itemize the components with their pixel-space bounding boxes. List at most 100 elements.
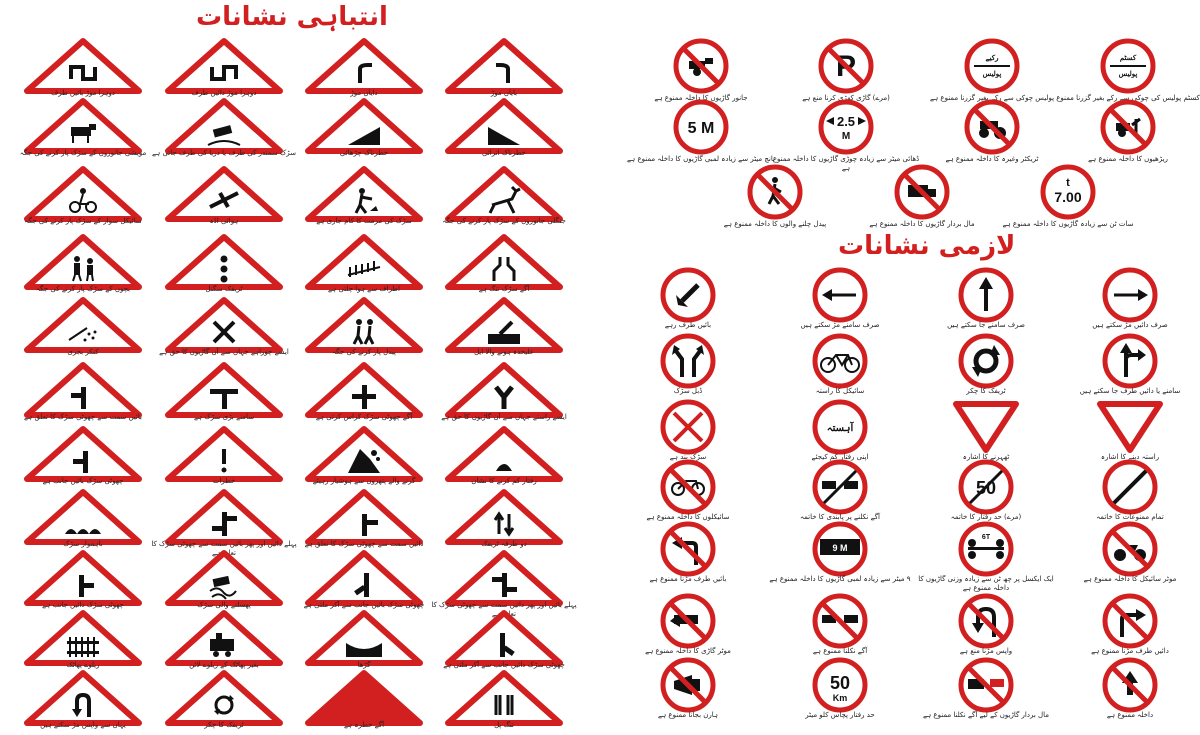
sign-caption: تنگ پل [494, 721, 514, 729]
warning-sign: کنکر بجری [23, 296, 143, 362]
warning-sign: دائیں سمت سے چھوٹی سڑک کا تعلق ہے [304, 488, 424, 554]
mandatory-sign: موٹر گاڑی کا داخلہ ممنوع ہے [628, 592, 748, 658]
warning-sign: دوہرا موڑ دائیں طرف [164, 37, 284, 103]
sign-caption: ہارن بجانا ممنوع ہے [657, 711, 719, 719]
sign-caption: علیحدہ ہونے والا ایل [474, 348, 534, 356]
sign-caption: ایسے راستے جہاں سے آن گاڑیوں کا حق ہے [441, 413, 567, 421]
warning-sign: بغیر پھاٹک کے ریلوے لائن [164, 609, 284, 675]
warning-sign: ہوائی اڈہ [164, 165, 284, 231]
sign-caption: سڑک کی مرمت کا کام جاری ہے [316, 217, 412, 225]
warning-sign: سڑک سمندر کی طرف یا دریا کی طرف جاتی ہے [152, 97, 296, 163]
mandatory-sign: ٹھہرنے کا اشارہ [926, 398, 1046, 464]
warning-sign: چھوٹی سڑک بائیں جانب ہے [23, 425, 143, 491]
sign-caption: آگے نکلنے پر پابندی کا خاتمہ [800, 513, 880, 521]
sign-caption: (مرے) حد رفتار کا خاتمہ [950, 513, 1022, 521]
warning-sign: چھوٹی سڑک بائیں جانب سے آکر ملتی ہے [304, 549, 424, 615]
sign-caption: بائیں سمت سے چھوٹی سڑک کا تعلق ہے [24, 413, 142, 421]
sign-caption: چھوٹی سڑک دائیں جانب سے آکر ملتی ہے [443, 661, 565, 669]
sign-text: 5 M [688, 120, 715, 137]
sign-caption: آگے سڑک تنگ ہے [478, 285, 530, 293]
mandatory-sign: داخلہ ممنوع ہے [1070, 656, 1190, 722]
prohibitory-sign: t 7.00 سات ٹن سے زیادہ گاڑیوں کا داخلہ مم… [1002, 163, 1134, 229]
sign-caption: یہاں سے واپس مڑ سکتے ہیں [40, 721, 126, 729]
sign-caption: پھسلنے والی سڑک [197, 601, 251, 609]
sign-bottom-text: پولیس [1119, 70, 1138, 79]
warning-sign: سائیکل سوار کے سڑک پار کرنے کی جگہ [23, 165, 143, 231]
warning-sign: خطرات [164, 425, 284, 491]
warning-sign: ٹریفک کا چکر [164, 669, 284, 735]
sign-text: 2.5 [837, 114, 855, 129]
warning-signs-title: انتباہی نشانات [196, 2, 388, 32]
mandatory-sign: ٹریفک کا چکر [926, 332, 1046, 398]
prohibitory-sign: جانور گاڑیوں کا داخلہ ممنوع ہے [641, 37, 761, 103]
prohibitory-sign: P (مرے) گاڑی کھڑی کرنا منع ہے [786, 37, 906, 103]
sign-caption: پانچ میٹر سے زیادہ لمبی گاڑیوں کا داخلہ … [627, 155, 775, 163]
warning-sign: ٹریفک سگنل [164, 233, 284, 299]
warning-sign: دوہرا موڑ بائیں طرف [23, 37, 143, 103]
sign-caption: دائیں طرف مڑنا ممنوع ہے [1091, 647, 1169, 655]
sign-caption: رفتار کم کرنے کا نشان [471, 477, 537, 485]
sign-caption: ہوائی اڈہ [209, 217, 239, 225]
sign-caption: چھوٹی سڑک دائیں جانب ہے [42, 601, 124, 609]
sign-caption: صرف سامنے مڑ سکتے ہیں [800, 321, 880, 329]
warning-sign: یہاں سے واپس مڑ سکتے ہیں [23, 669, 143, 735]
mandatory-sign: مال بردار گاڑیوں کے لیے آگے نکلنا ممنوع … [923, 656, 1049, 722]
mandatory-sign: دائیں طرف مڑنا ممنوع ہے [1070, 592, 1190, 658]
sign-caption: داخلہ ممنوع ہے [1106, 711, 1154, 719]
warning-sign: ایسے راستے جہاں سے آن گاڑیوں کا حق ہے [441, 361, 567, 427]
sign-caption: واپس مڑنا منع ہے [959, 647, 1013, 655]
sign-caption: مویشی جانوروں کے سڑک پار کرنے کی جگہ [19, 149, 147, 157]
mandatory-sign: صرف دائیں مڑ سکتے ہیں [1070, 266, 1190, 332]
mandatory-signs-title: لازمی نشانات [838, 231, 1016, 261]
mandatory-sign: موٹر سائیکل کا داخلہ ممنوع ہے [1070, 520, 1190, 586]
sign-caption: بغیر پھاٹک کے ریلوے لائن [189, 661, 259, 669]
sign-caption: سامنے یا دائیں طرف جا سکتے ہیں [1079, 387, 1181, 395]
warning-sign: رفتار کم کرنے کا نشان [444, 425, 564, 491]
sign-caption: تمام ممنوعات کا خاتمہ [1096, 513, 1164, 521]
sign-subtext: M [842, 131, 850, 142]
sign-caption: دو طرفہ ٹریفک [481, 540, 527, 548]
mandatory-sign: ڈبل سڑک [628, 332, 748, 398]
sign-caption: گرنے والے پتھروں سے ہوشیار رہیئے [312, 477, 416, 485]
sign-caption: ٹریکٹر وغیرہ کا داخلہ ممنوع ہے [945, 155, 1039, 163]
sign-text: 9 M [832, 543, 847, 553]
sign-caption: خطرات [212, 477, 236, 485]
sign-caption: چھوٹی سڑک بائیں جانب سے آکر ملتی ہے [303, 601, 425, 609]
warning-sign: بچوں کے سڑک پار کرنے کی جگہ [23, 233, 143, 299]
warning-sign: سڑک کی مرمت کا کام جاری ہے [304, 165, 424, 231]
sign-caption: ایسے چوراہے جہاں سے آن گاڑیوں کا حق ہے [159, 348, 289, 356]
mandatory-sign: ہارن بجانا ممنوع ہے [628, 656, 748, 722]
sign-caption: (مرے) گاڑی کھڑی کرنا منع ہے [802, 94, 890, 102]
sign-text: 7.00 [1054, 189, 1081, 205]
sign-caption: اپنی رفتار کم کیجئے [811, 453, 869, 461]
sign-text: آہستہ [827, 421, 855, 434]
sign-text: 50 [830, 673, 850, 693]
warning-sign: پیدل پار کرنے کی جگہ [304, 296, 424, 362]
sign-caption: سائیکلوں کا داخلہ ممنوع ہے [646, 513, 730, 521]
sign-caption: جانور گاڑیوں کا داخلہ ممنوع ہے [654, 94, 748, 102]
sign-caption: مال بردار گاڑیوں کے لیے آگے نکلنا ممنوع … [922, 711, 1049, 719]
sign-caption: حد رفتار پچاس کلو میٹر [805, 711, 875, 719]
sign-caption: چھوٹی سڑک بائیں جانب ہے [42, 477, 124, 485]
sign-caption: ناہموار سڑک [63, 540, 103, 548]
sign-caption: سائیکل کا راستہ [815, 387, 865, 395]
sign-caption: بایاں موڑ [490, 89, 518, 97]
traffic-signs-chart: انتباہی نشانات لازمی نشانات دوہرا موڑ با… [19, 2, 1200, 729]
warning-sign: ایسے چوراہے جہاں سے آن گاڑیوں کا حق ہے [159, 296, 289, 362]
sign-caption: دائیں سمت سے چھوٹی سڑک کا تعلق ہے [304, 540, 424, 548]
sign-caption: ٹریفک کا چکر [966, 387, 1006, 395]
mandatory-sign: بائیں طرف رہے [628, 266, 748, 332]
sign-caption: ریلوے پھاٹک [66, 661, 100, 669]
sign-caption: ریڑھیوں کا داخلہ ممنوع ہے [1088, 155, 1168, 163]
warning-sign: آگے چھوٹی سڑک کراس کرتی ہے [304, 361, 424, 427]
prohibitory-sign: کسٹم پولیس کسٹم پولیس کی چوکی سے رکے بغیر… [1056, 37, 1200, 111]
mandatory-sign: 9 M ۹ میٹر سے زیادہ لمبی گاڑیوں کا داخلہ… [769, 520, 911, 586]
sign-caption: خطرناک چڑھائی [339, 149, 389, 157]
sign-caption: سڑک سمندر کی طرف یا دریا کی طرف جاتی ہے [152, 149, 296, 157]
warning-sign: آگے سڑک تنگ ہے [444, 233, 564, 299]
mandatory-sign: سائیکلوں کا داخلہ ممنوع ہے [628, 458, 748, 524]
sign-bottom-text: پولیس [983, 70, 1002, 79]
sign-caption: بائیں طرف رہے [664, 321, 712, 329]
sign-top-text: رکیے [986, 54, 1000, 62]
sign-caption: دوہرا موڑ بائیں طرف [51, 89, 115, 97]
